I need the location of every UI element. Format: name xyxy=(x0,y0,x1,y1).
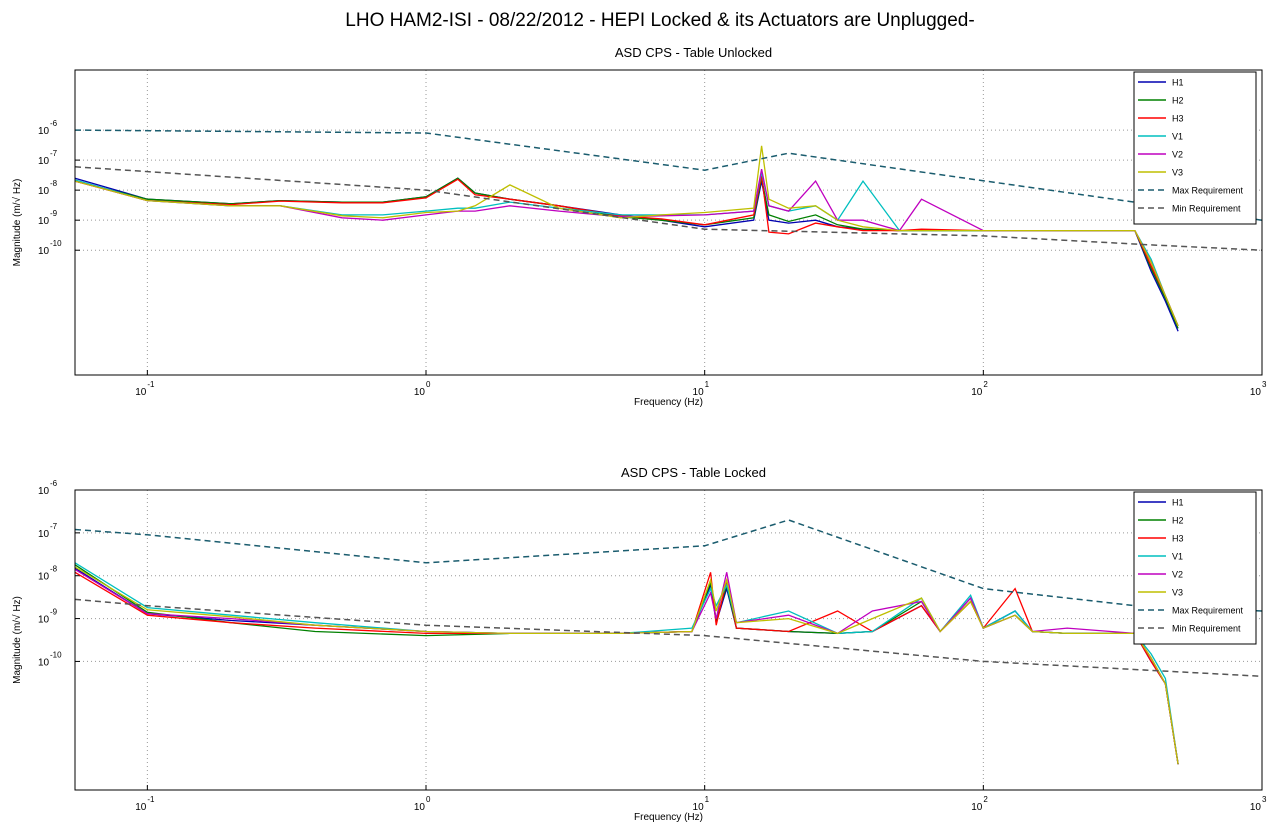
plot-area xyxy=(75,70,1262,375)
x-tick-label: 10 xyxy=(971,387,983,398)
legend-label: H1 xyxy=(1172,498,1184,508)
legend-label: Min Requirement xyxy=(1172,624,1241,634)
x-tick-exponent: 2 xyxy=(983,380,988,389)
legend-label: V2 xyxy=(1172,150,1183,160)
legend-label: V1 xyxy=(1172,132,1183,142)
y-tick-label: 10 xyxy=(38,156,50,167)
chart-title: ASD CPS - Table Locked xyxy=(621,465,766,480)
x-tick-label: 10 xyxy=(1250,802,1262,813)
y-tick-exponent: -10 xyxy=(50,239,62,248)
x-tick-exponent: 0 xyxy=(426,380,431,389)
y-axis-label: Magnitude (m/√ Hz) xyxy=(11,596,23,684)
y-tick-label: 10 xyxy=(38,186,50,197)
y-tick-exponent: -6 xyxy=(50,119,58,128)
x-tick-exponent: 2 xyxy=(983,795,988,804)
x-tick-label: 10 xyxy=(693,387,705,398)
y-tick-exponent: -9 xyxy=(50,608,58,617)
legend-label: Max Requirement xyxy=(1172,186,1244,196)
chart-title: ASD CPS - Table Unlocked xyxy=(615,45,772,60)
y-tick-exponent: -7 xyxy=(50,522,58,531)
requirement-line xyxy=(74,519,1263,612)
legend-label: V3 xyxy=(1172,168,1183,178)
y-tick-exponent: -8 xyxy=(50,179,58,188)
y-tick-exponent: -9 xyxy=(50,209,58,218)
x-tick-exponent: 3 xyxy=(1262,795,1267,804)
legend-label: H1 xyxy=(1172,78,1184,88)
legend-label: H2 xyxy=(1172,96,1184,106)
legend-box xyxy=(1133,71,1257,225)
y-tick-label: 10 xyxy=(38,529,50,540)
y-tick-label: 10 xyxy=(38,657,50,668)
requirement-line xyxy=(74,166,1263,251)
plot-area xyxy=(75,490,1262,790)
x-tick-label: 10 xyxy=(1250,387,1262,398)
y-tick-label: 10 xyxy=(38,615,50,626)
legend-box xyxy=(1133,491,1257,645)
legend-label: Min Requirement xyxy=(1172,204,1241,214)
legend-label: H3 xyxy=(1172,114,1184,124)
x-tick-label: 10 xyxy=(135,387,147,398)
requirement-line xyxy=(74,598,1263,678)
legend-label: H3 xyxy=(1172,534,1184,544)
x-tick-label: 10 xyxy=(135,802,147,813)
y-tick-exponent: -10 xyxy=(50,650,62,659)
legend-label: V1 xyxy=(1172,552,1183,562)
axes-frame xyxy=(74,489,1263,791)
chart: ASD CPS - Table Locked10-110010110210310… xyxy=(11,465,1267,823)
x-tick-label: 10 xyxy=(971,802,983,813)
y-axis-label: Magnitude (m/√ Hz) xyxy=(11,179,23,267)
y-tick-label: 10 xyxy=(38,246,50,257)
chart: ASD CPS - Table Unlocked10-1100101102103… xyxy=(11,45,1267,408)
y-tick-exponent: -8 xyxy=(50,565,58,574)
x-tick-exponent: -1 xyxy=(147,795,155,804)
y-tick-label: 10 xyxy=(38,126,50,137)
x-tick-exponent: 1 xyxy=(705,380,710,389)
figure-title: LHO HAM2-ISI - 08/22/2012 - HEPI Locked … xyxy=(345,10,974,31)
legend-label: H2 xyxy=(1172,516,1184,526)
y-tick-label: 10 xyxy=(38,216,50,227)
x-tick-exponent: -1 xyxy=(147,380,155,389)
axes-frame xyxy=(74,69,1263,376)
x-tick-label: 10 xyxy=(693,802,705,813)
y-tick-label: 10 xyxy=(38,572,50,583)
x-tick-exponent: 0 xyxy=(426,795,431,804)
y-tick-exponent: -7 xyxy=(50,149,58,158)
y-tick-label: 10 xyxy=(38,486,50,497)
x-axis-label: Frequency (Hz) xyxy=(634,397,703,408)
x-tick-label: 10 xyxy=(414,387,426,398)
y-tick-exponent: -6 xyxy=(50,479,58,488)
x-tick-exponent: 3 xyxy=(1262,380,1267,389)
legend-label: V2 xyxy=(1172,570,1183,580)
legend-label: Max Requirement xyxy=(1172,606,1244,616)
requirement-line xyxy=(74,129,1263,221)
series-line xyxy=(74,145,1179,327)
x-tick-exponent: 1 xyxy=(705,795,710,804)
x-tick-label: 10 xyxy=(414,802,426,813)
x-axis-label: Frequency (Hz) xyxy=(634,812,703,823)
legend-label: V3 xyxy=(1172,588,1183,598)
series-line xyxy=(74,566,1179,765)
